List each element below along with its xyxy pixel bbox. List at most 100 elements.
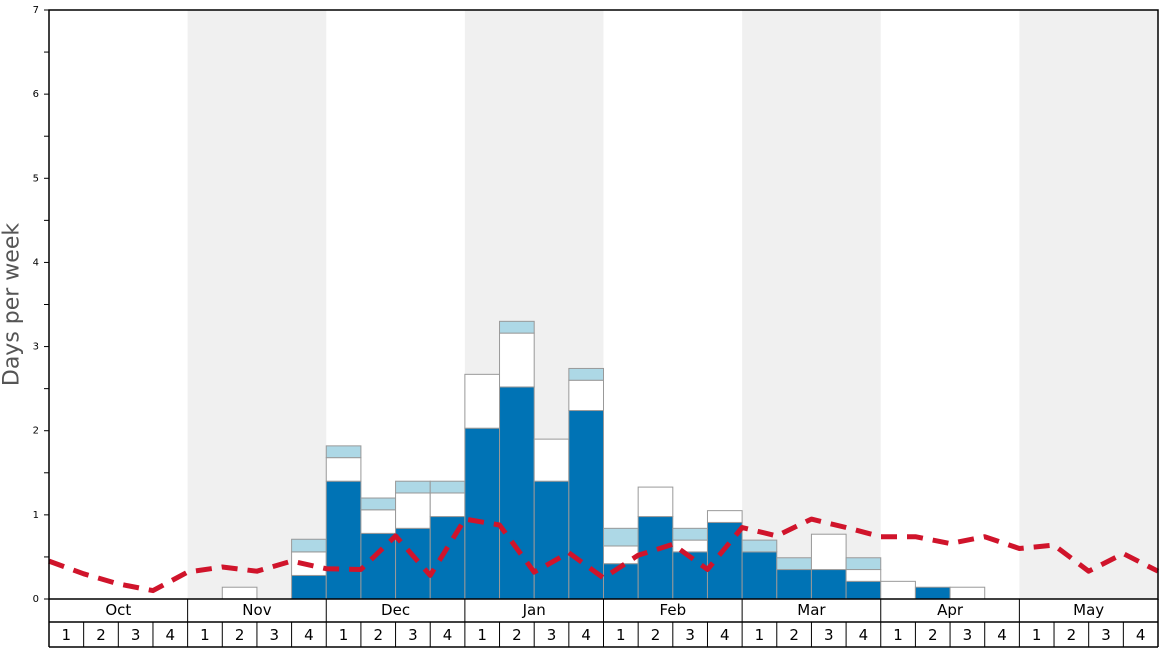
week-label: 1 — [755, 626, 765, 644]
bar-w18-white — [637, 486, 674, 518]
bar-w21-light — [741, 539, 778, 553]
month-label-mar: Mar — [797, 601, 826, 619]
bar-w22-dark — [776, 569, 812, 600]
week-label: 4 — [859, 626, 869, 644]
bar-w25-white — [880, 580, 916, 600]
bar-w18-dark — [637, 516, 674, 600]
bar-w10-white — [360, 509, 397, 534]
week-label: 1 — [62, 626, 72, 644]
bar-w24-white — [845, 569, 882, 582]
month-label-may: May — [1073, 601, 1104, 619]
week-label: 2 — [96, 626, 106, 644]
week-label: 3 — [1101, 626, 1111, 644]
week-label: 2 — [512, 626, 522, 644]
week-label: 4 — [166, 626, 176, 644]
week-label: 3 — [547, 626, 557, 644]
bar-w15-white — [533, 438, 570, 482]
month-label-apr: Apr — [937, 601, 964, 619]
week-label: 1 — [616, 626, 626, 644]
week-label: 4 — [1136, 626, 1146, 644]
trend-line-path — [48, 516, 1160, 594]
bar-w21-dark — [741, 551, 778, 600]
week-label: 4 — [304, 626, 314, 644]
week-label: 1 — [339, 626, 349, 644]
bar-w17-white — [603, 545, 639, 565]
bar-w23-dark — [810, 569, 847, 600]
bar-w19-white — [672, 539, 708, 553]
month-shade-may — [1019, 10, 1158, 599]
week-label: 3 — [408, 626, 418, 644]
bar-w26-dark — [914, 586, 951, 600]
bar-w11-white — [395, 492, 431, 529]
week-label: 3 — [269, 626, 279, 644]
bar-w16-dark — [568, 410, 604, 600]
bar-w9-white — [325, 457, 362, 482]
bar-w22-light — [776, 557, 812, 571]
week-label: 2 — [235, 626, 245, 644]
bars — [221, 320, 986, 600]
bar-w14-light — [499, 320, 535, 334]
month-label-dec: Dec — [381, 601, 410, 619]
y-tick-label: 0 — [33, 594, 39, 605]
bar-w9-dark — [325, 480, 362, 600]
week-label: 3 — [824, 626, 834, 644]
week-label: 4 — [443, 626, 453, 644]
y-tick-label: 4 — [33, 257, 39, 268]
bar-w14-white — [499, 332, 535, 388]
bar-w12-light — [429, 480, 466, 494]
bar-w10-light — [360, 497, 397, 511]
week-label: 3 — [963, 626, 973, 644]
month-label-nov: Nov — [242, 601, 271, 619]
week-label: 3 — [131, 626, 141, 644]
bar-w27-white — [949, 586, 986, 600]
bar-w24-light — [845, 557, 882, 571]
bar-w24-dark — [845, 580, 882, 600]
y-tick-label: 7 — [33, 5, 39, 16]
bar-w23-white — [810, 533, 847, 571]
month-label-jan: Jan — [522, 601, 546, 619]
week-label: 1 — [477, 626, 487, 644]
bar-w13-white — [464, 373, 501, 429]
trend-line — [48, 516, 1160, 594]
week-label: 4 — [581, 626, 591, 644]
week-label: 2 — [651, 626, 661, 644]
bar-w8-light — [291, 538, 327, 553]
bar-w6-white — [221, 586, 258, 600]
week-label: 2 — [928, 626, 938, 644]
y-tick-label: 2 — [33, 426, 39, 437]
month-shading — [187, 10, 1158, 599]
bar-w19-light — [672, 527, 708, 541]
week-label: 2 — [373, 626, 383, 644]
y-axis-label: Days per week — [0, 222, 25, 387]
week-label: 4 — [997, 626, 1007, 644]
bar-w16-white — [568, 379, 604, 412]
week-label: 1 — [1032, 626, 1042, 644]
bar-w12-white — [429, 492, 466, 518]
y-axis: 0 1 2 3 4 5 6 7 — [33, 5, 49, 605]
x-axis: Oct 1 2 3 4 Nov 1 2 3 4 Dec 1 2 3 4 Jan 1 2 3 4 Feb 1 2 3 4 Mar 1 2… — [48, 599, 1159, 648]
bar-w11-light — [395, 480, 431, 494]
bar-w20-white — [706, 510, 743, 523]
month-shade-nov — [187, 10, 327, 599]
month-shade-mar — [742, 10, 881, 599]
bar-w10-dark — [360, 532, 397, 600]
week-label: 1 — [200, 626, 210, 644]
y-tick-label: 3 — [33, 342, 39, 353]
week-label: 4 — [720, 626, 730, 644]
month-label-oct: Oct — [105, 601, 131, 619]
y-tick-label: 1 — [33, 510, 39, 521]
bar-w13-dark — [464, 427, 501, 600]
week-label: 3 — [685, 626, 695, 644]
week-label: 2 — [789, 626, 799, 644]
bar-w15-dark — [533, 480, 570, 600]
bar-w8-dark — [291, 574, 327, 600]
bar-w16-light — [568, 367, 604, 381]
week-label: 2 — [1067, 626, 1077, 644]
y-tick-label: 5 — [33, 173, 39, 184]
bar-w9-light — [325, 445, 362, 459]
y-tick-label: 6 — [33, 89, 39, 100]
month-label-feb: Feb — [660, 601, 687, 619]
week-label: 1 — [893, 626, 903, 644]
bar-w17-light — [603, 527, 639, 547]
